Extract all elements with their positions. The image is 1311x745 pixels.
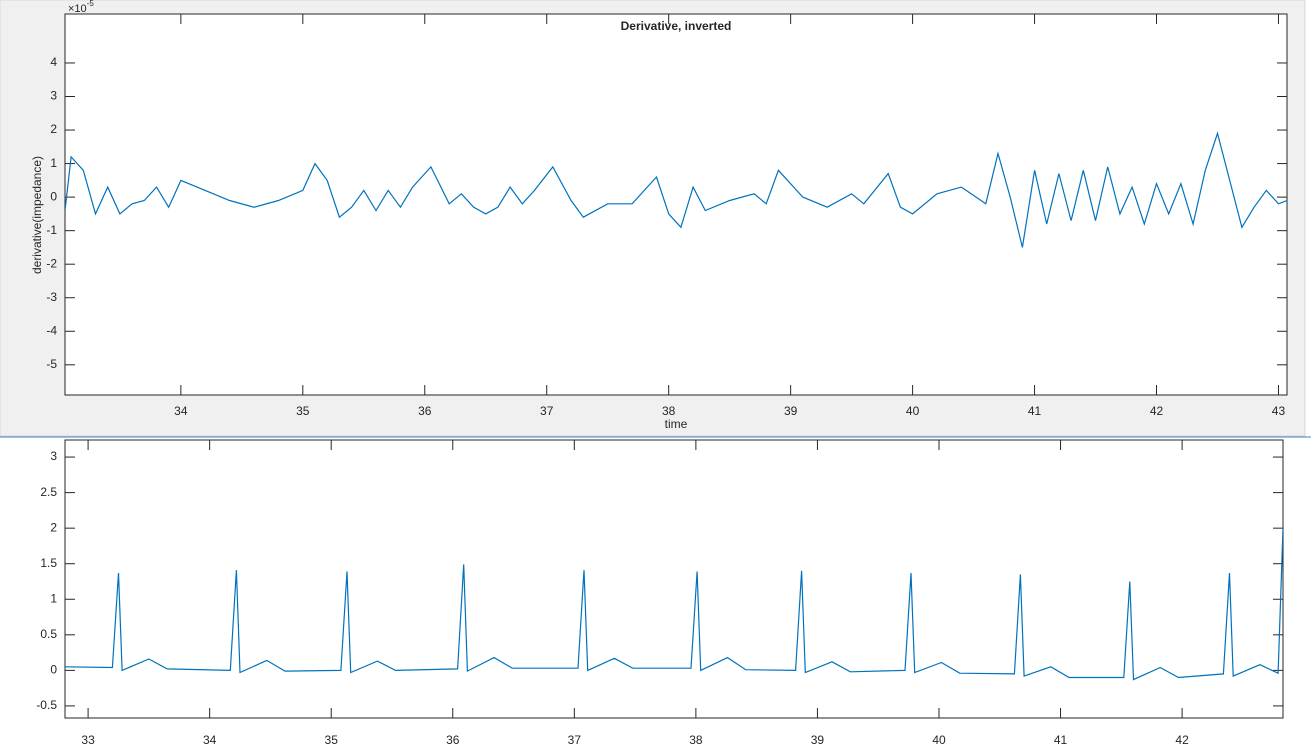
y-tick-label: 2.5 bbox=[40, 485, 57, 499]
x-tick-label: 35 bbox=[296, 404, 310, 418]
x-tick-label: 35 bbox=[325, 733, 339, 745]
x-tick-label: 40 bbox=[932, 733, 946, 745]
x-axis-label: time bbox=[665, 417, 688, 431]
x-tick-label: 40 bbox=[906, 404, 920, 418]
x-tick-label: 41 bbox=[1054, 733, 1068, 745]
x-tick-label: 37 bbox=[540, 404, 554, 418]
x-tick-label: 33 bbox=[81, 733, 95, 745]
y-tick-label: 0 bbox=[50, 189, 57, 203]
exponent-base: ×10 bbox=[68, 3, 87, 15]
data-line bbox=[65, 131, 1287, 248]
y-tick-label: 0 bbox=[50, 663, 57, 677]
y-tick-label: 0.5 bbox=[40, 627, 57, 641]
plot-area bbox=[65, 528, 1283, 681]
y-tick-label: -1 bbox=[46, 223, 57, 237]
exponent-power: -5 bbox=[87, 0, 95, 8]
x-tick-label: 38 bbox=[689, 733, 703, 745]
chart-title: Derivative, inverted bbox=[621, 19, 732, 33]
y-tick-label: -2 bbox=[46, 256, 57, 270]
y-tick-label: 3 bbox=[50, 449, 57, 463]
x-tick-label: 43 bbox=[1272, 404, 1286, 418]
x-tick-label: 39 bbox=[784, 404, 798, 418]
x-tick-label: 42 bbox=[1150, 404, 1164, 418]
x-tick-label: 39 bbox=[811, 733, 825, 745]
x-tick-label: 41 bbox=[1028, 404, 1042, 418]
y-tick-label: 2 bbox=[50, 520, 57, 534]
y-tick-label: 4 bbox=[50, 55, 57, 69]
y-exponent: ×10-5 bbox=[68, 0, 94, 15]
y-axis-label: derivative(impedance) bbox=[30, 156, 44, 274]
x-tick-label: 42 bbox=[1175, 733, 1189, 745]
y-tick-label: 2 bbox=[50, 122, 57, 136]
axes-box bbox=[64, 439, 1284, 719]
x-tick-label: 36 bbox=[446, 733, 460, 745]
y-tick-label: -4 bbox=[46, 323, 57, 337]
x-tick-label: 38 bbox=[662, 404, 676, 418]
x-tick-label: 37 bbox=[568, 733, 582, 745]
x-tick-label: 36 bbox=[418, 404, 432, 418]
plot-area bbox=[65, 131, 1287, 248]
y-tick-label: -3 bbox=[46, 290, 57, 304]
y-tick-label: 1 bbox=[50, 156, 57, 170]
y-tick-label: 1.5 bbox=[40, 556, 57, 570]
y-tick-label: 3 bbox=[50, 89, 57, 103]
data-line bbox=[65, 528, 1283, 681]
y-tick-label: 1 bbox=[50, 591, 57, 605]
y-tick-label: -0.5 bbox=[36, 698, 57, 712]
axes-box bbox=[64, 13, 1288, 396]
y-tick-label: -5 bbox=[46, 357, 57, 371]
x-tick-label: 34 bbox=[203, 733, 217, 745]
x-tick-label: 34 bbox=[174, 404, 188, 418]
